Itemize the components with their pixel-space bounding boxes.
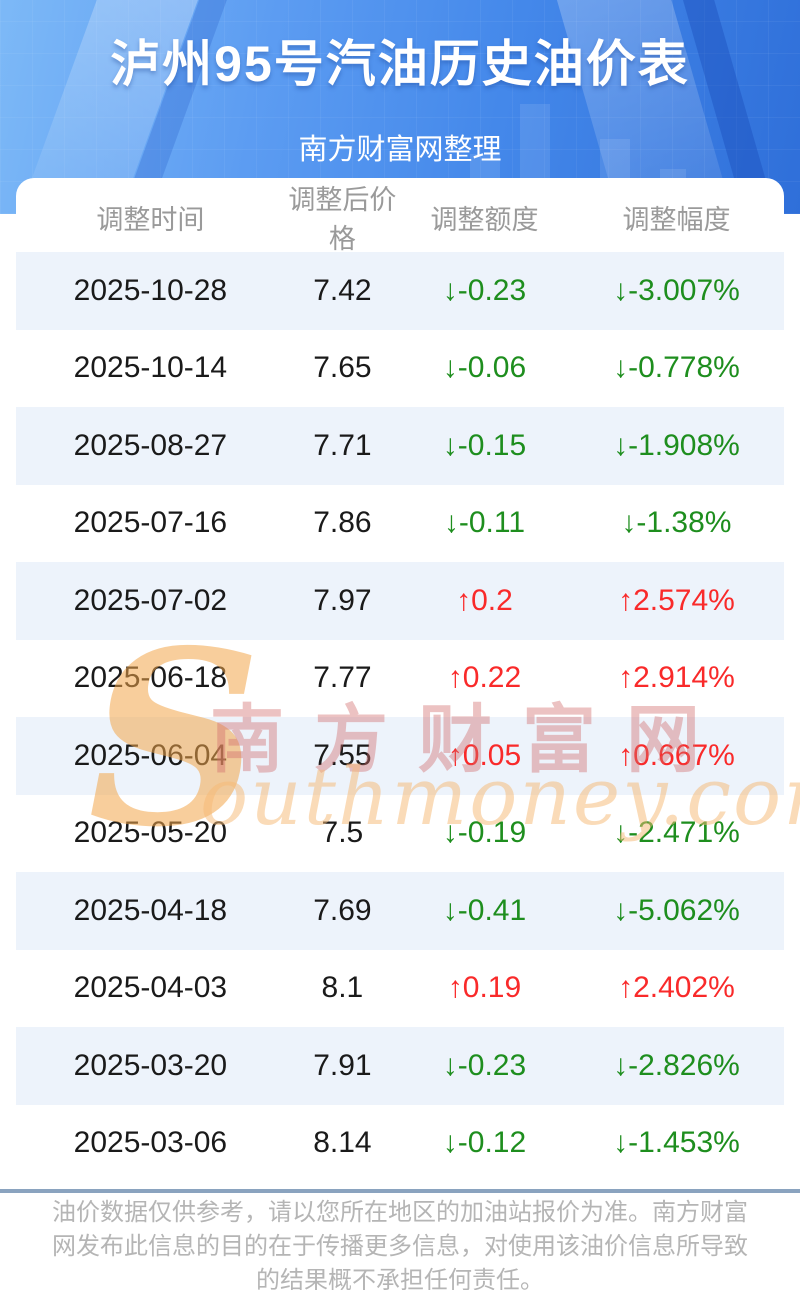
adjusted-price: 8.14 — [313, 1126, 372, 1160]
change-amount: ↓-0.23 — [442, 1048, 527, 1082]
change-amount: ↓-0.19 — [442, 816, 527, 850]
change-percent: ↓-0.778% — [613, 351, 740, 385]
adjusted-price: 7.55 — [313, 738, 372, 772]
change-percent: ↓-2.826% — [613, 1048, 740, 1082]
adjust-date: 2025-06-18 — [73, 661, 228, 695]
adjusted-price: 7.42 — [313, 273, 372, 307]
footer-divider — [0, 1189, 800, 1193]
change-percent: ↓-1.908% — [613, 428, 740, 462]
price-table-header-row: 调整时间 调整后价格 调整额度 调整幅度 — [16, 178, 784, 254]
change-percent: ↓-2.471% — [613, 816, 740, 850]
table-row: 2025-04-18 7.69 ↓-0.41 ↓-5.062% — [16, 872, 784, 950]
adjusted-price: 7.97 — [313, 583, 372, 617]
table-row: 2025-08-27 7.71 ↓-0.15 ↓-1.908% — [16, 407, 784, 485]
change-amount: ↑0.2 — [456, 583, 513, 617]
price-table-card: 调整时间 调整后价格 调整额度 调整幅度 2025-10-28 7.42 ↓-0.2… — [16, 178, 784, 1182]
adjusted-price: 7.91 — [313, 1048, 372, 1082]
adjust-date: 2025-04-03 — [73, 971, 228, 1005]
table-row: 2025-10-14 7.65 ↓-0.06 ↓-0.778% — [16, 330, 784, 408]
change-amount: ↑0.05 — [447, 738, 522, 772]
adjusted-price: 7.69 — [313, 893, 372, 927]
table-row: 2025-10-28 7.42 ↓-0.23 ↓-3.007% — [16, 252, 784, 330]
table-row: 2025-07-02 7.97 ↑0.2 ↑2.574% — [16, 562, 784, 640]
adjust-date: 2025-10-28 — [73, 273, 228, 307]
change-percent: ↑0.667% — [618, 738, 735, 772]
adjust-date: 2025-07-02 — [73, 583, 228, 617]
change-percent: ↑2.914% — [618, 661, 735, 695]
adjust-date: 2025-07-16 — [73, 506, 228, 540]
table-row: 2025-05-20 7.5 ↓-0.19 ↓-2.471% — [16, 795, 784, 873]
adjusted-price: 7.5 — [321, 816, 364, 850]
column-header-adjusted-price: 调整后价格 — [288, 185, 397, 254]
change-amount: ↑0.19 — [447, 971, 522, 1005]
adjusted-price: 7.77 — [313, 661, 372, 695]
adjust-date: 2025-10-14 — [73, 351, 228, 385]
change-amount: ↓-0.23 — [442, 273, 527, 307]
adjust-date: 2025-04-18 — [73, 893, 228, 927]
table-row: 2025-06-18 7.77 ↑0.22 ↑2.914% — [16, 640, 784, 718]
table-row: 2025-07-16 7.86 ↓-0.11 ↓-1.38% — [16, 485, 784, 563]
adjusted-price: 7.86 — [313, 506, 372, 540]
adjust-date: 2025-05-20 — [73, 816, 228, 850]
adjusted-price: 8.1 — [321, 971, 364, 1005]
change-percent: ↓-1.453% — [613, 1126, 740, 1160]
change-amount: ↓-0.06 — [442, 351, 527, 385]
adjust-date: 2025-03-20 — [73, 1048, 228, 1082]
table-row: 2025-06-04 7.55 ↑0.05 ↑0.667% — [16, 717, 784, 795]
header-banner: 泸州95号汽油历史油价表 南方财富网整理 — [0, 0, 800, 214]
adjust-date: 2025-06-04 — [73, 738, 228, 772]
table-row: 2025-03-20 7.91 ↓-0.23 ↓-2.826% — [16, 1027, 784, 1105]
change-amount: ↓-0.12 — [442, 1126, 527, 1160]
change-amount: ↓-0.41 — [442, 893, 527, 927]
table-row: 2025-04-03 8.1 ↑0.19 ↑2.402% — [16, 950, 784, 1028]
change-amount: ↑0.22 — [447, 661, 522, 695]
page-title: 泸州95号汽油历史油价表 — [110, 36, 690, 92]
page-subtitle: 南方财富网整理 — [298, 134, 502, 166]
adjusted-price: 7.71 — [313, 428, 372, 462]
change-percent: ↓-5.062% — [613, 893, 740, 927]
change-percent: ↓-1.38% — [621, 506, 732, 540]
adjust-date: 2025-08-27 — [73, 428, 228, 462]
adjusted-price: 7.65 — [313, 351, 372, 385]
column-header-change-percent: 调整幅度 — [622, 204, 731, 235]
change-percent: ↓-3.007% — [613, 273, 740, 307]
column-header-change-amount: 调整额度 — [430, 204, 539, 235]
adjust-date: 2025-03-06 — [73, 1126, 228, 1160]
change-amount: ↓-0.11 — [443, 506, 526, 540]
change-amount: ↓-0.15 — [442, 428, 527, 462]
price-table-body: 2025-10-28 7.42 ↓-0.23 ↓-3.007% 2025-10-14 7.… — [16, 252, 784, 1182]
footer-disclaimer: 油价数据仅供参考，请以您所在地区的加油站报价为准。南方财富网发布此信息的目的在于… — [52, 1199, 748, 1290]
column-header-adjust-date: 调整时间 — [96, 204, 205, 235]
change-percent: ↑2.574% — [618, 583, 735, 617]
change-percent: ↑2.402% — [618, 971, 735, 1005]
table-row: 2025-03-06 8.14 ↓-0.12 ↓-1.453% — [16, 1105, 784, 1183]
